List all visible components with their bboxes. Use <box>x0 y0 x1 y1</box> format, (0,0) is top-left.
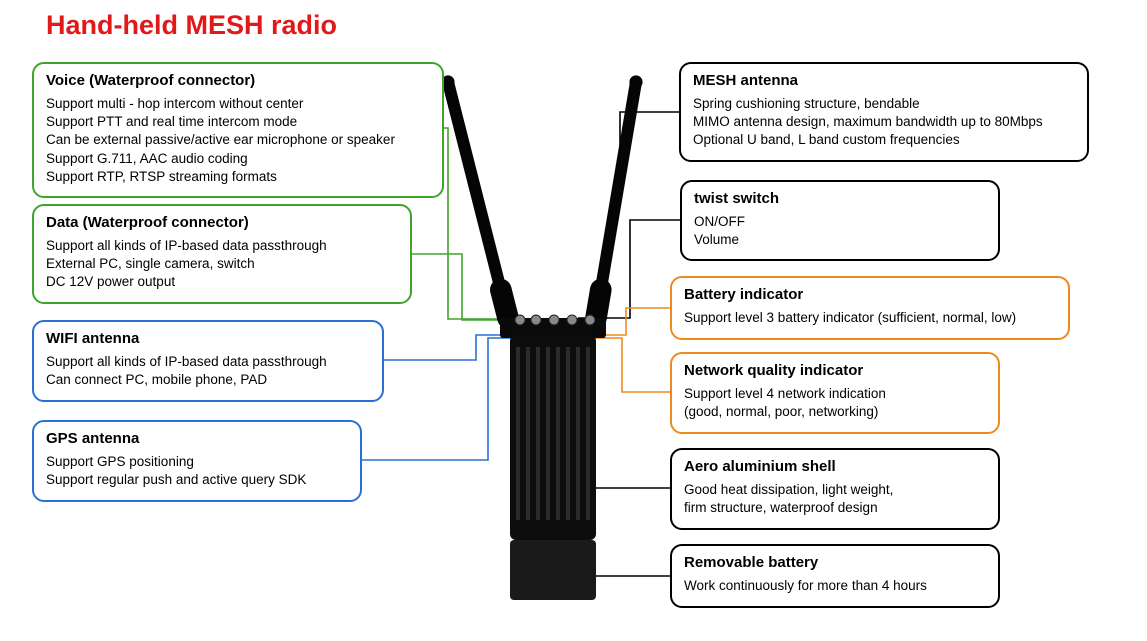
callout-line: Support level 4 network indication <box>684 385 986 403</box>
callout-twist: twist switch ON/OFFVolume <box>680 180 1000 261</box>
callout-line: Support all kinds of IP-based data passt… <box>46 237 398 255</box>
callout-gps: GPS antenna Support GPS positioningSuppor… <box>32 420 362 502</box>
callout-line: Support multi - hop intercom without cen… <box>46 95 430 113</box>
callout-line: MIMO antenna design, maximum bandwidth u… <box>693 113 1075 131</box>
callout-shell-title: Aero aluminium shell <box>684 458 986 475</box>
callout-batt2-title: Removable battery <box>684 554 986 571</box>
callout-gps-title: GPS antenna <box>46 430 348 447</box>
page-title: Hand-held MESH radio <box>46 10 337 41</box>
callout-line: Support RTP, RTSP streaming formats <box>46 168 430 186</box>
callout-line: Support all kinds of IP-based data passt… <box>46 353 370 371</box>
callout-shell: Aero aluminium shell Good heat dissipatio… <box>670 448 1000 530</box>
callout-data-title: Data (Waterproof connector) <box>46 214 398 231</box>
callout-line: Support G.711, AAC audio coding <box>46 150 430 168</box>
callout-netq: Network quality indicator Support level 4… <box>670 352 1000 434</box>
callout-line: Good heat dissipation, light weight, <box>684 481 986 499</box>
callout-line: Optional U band, L band custom frequenci… <box>693 131 1075 149</box>
callout-line: Can be external passive/active ear micro… <box>46 131 430 149</box>
callout-netq-title: Network quality indicator <box>684 362 986 379</box>
callout-battery-title: Battery indicator <box>684 286 1056 303</box>
callout-voice: Voice (Waterproof connector) Support mult… <box>32 62 444 198</box>
callout-twist-title: twist switch <box>694 190 986 207</box>
callout-line: Work continuously for more than 4 hours <box>684 577 986 595</box>
callout-line: Spring cushioning structure, bendable <box>693 95 1075 113</box>
callout-mesh: MESH antenna Spring cushioning structure,… <box>679 62 1089 162</box>
callout-battery: Battery indicator Support level 3 battery… <box>670 276 1070 340</box>
callout-line: firm structure, waterproof design <box>684 499 986 517</box>
callout-line: (good, normal, poor, networking) <box>684 403 986 421</box>
callout-line: Can connect PC, mobile phone, PAD <box>46 371 370 389</box>
callout-line: Support PTT and real time intercom mode <box>46 113 430 131</box>
callout-voice-title: Voice (Waterproof connector) <box>46 72 430 89</box>
callout-line: ON/OFF <box>694 213 986 231</box>
callout-line: External PC, single camera, switch <box>46 255 398 273</box>
callout-wifi: WIFI antenna Support all kinds of IP-base… <box>32 320 384 402</box>
callout-data: Data (Waterproof connector) Support all k… <box>32 204 412 304</box>
callout-line: Support level 3 battery indicator (suffi… <box>684 309 1056 327</box>
callout-mesh-title: MESH antenna <box>693 72 1075 89</box>
callout-line: Support GPS positioning <box>46 453 348 471</box>
callout-wifi-title: WIFI antenna <box>46 330 370 347</box>
callout-batt2: Removable battery Work continuously for m… <box>670 544 1000 608</box>
callout-line: Support regular push and active query SD… <box>46 471 348 489</box>
callout-line: Volume <box>694 231 986 249</box>
callout-line: DC 12V power output <box>46 273 398 291</box>
